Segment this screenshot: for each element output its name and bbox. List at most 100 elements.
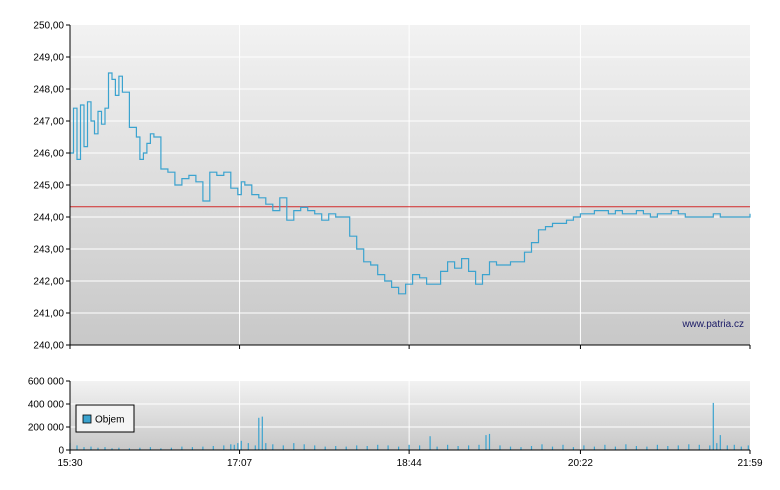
volume-bar xyxy=(233,444,235,450)
volume-bar xyxy=(282,445,284,450)
volume-bar xyxy=(366,446,368,450)
volume-bar xyxy=(303,444,305,451)
volume-bar xyxy=(719,435,721,450)
watermark: www.patria.cz xyxy=(681,319,744,330)
legend-swatch xyxy=(82,414,92,424)
volume-bar xyxy=(258,417,260,450)
volume-bar xyxy=(485,435,487,450)
price-y-tick-label: 241,00 xyxy=(33,309,64,320)
volume-bar xyxy=(625,444,627,451)
volume-bar xyxy=(202,446,204,450)
volume-bar xyxy=(716,443,718,450)
volume-bar xyxy=(593,446,595,450)
volume-bar xyxy=(604,444,606,450)
volume-bar xyxy=(272,444,274,451)
volume-bar xyxy=(429,436,431,450)
price-y-tick-label: 240,00 xyxy=(33,341,64,352)
volume-bar xyxy=(83,447,85,450)
volume-bar xyxy=(90,446,92,450)
volume-bar xyxy=(488,433,491,450)
volume-bar xyxy=(97,447,99,450)
volume-bar xyxy=(635,446,637,450)
volume-bar xyxy=(240,440,242,450)
price-y-tick-label: 244,00 xyxy=(33,213,64,224)
volume-bar xyxy=(254,445,256,450)
volume-bar xyxy=(709,445,711,450)
volume-bar xyxy=(646,446,648,450)
x-tick-label: 17:07 xyxy=(227,458,252,469)
volume-bar xyxy=(530,446,533,450)
volume-bar xyxy=(223,445,225,450)
volume-bar xyxy=(457,446,459,450)
volume-panel: 0 200 000 400 000 600 000 15:30 17:07 18:44 20:… xyxy=(28,377,763,470)
volume-bar xyxy=(583,445,585,450)
volume-bar xyxy=(712,402,714,450)
x-tick-label: 21:59 xyxy=(737,458,762,469)
volume-bar xyxy=(237,443,239,450)
volume-bar xyxy=(436,446,438,450)
volume-bar xyxy=(509,446,512,450)
volume-bar xyxy=(128,448,130,450)
volume-bar xyxy=(345,446,347,450)
volume-bar xyxy=(356,445,358,450)
volume-bar xyxy=(698,444,700,450)
volume-y-tick-label: 0 xyxy=(58,446,64,457)
volume-bar xyxy=(261,416,263,450)
volume-bar xyxy=(230,444,232,451)
price-y-tick-label: 245,00 xyxy=(33,181,64,192)
volume-bar xyxy=(677,445,679,450)
volume-bar xyxy=(447,444,449,450)
volume-bar xyxy=(181,446,183,450)
volume-bar xyxy=(656,444,658,450)
volume-bar xyxy=(191,447,193,450)
volume-bar xyxy=(247,443,249,450)
volume-bar xyxy=(478,444,480,450)
volume-bar xyxy=(520,447,522,450)
volume-bar xyxy=(118,447,120,450)
volume-bar xyxy=(293,443,295,450)
volume-bar xyxy=(111,448,113,450)
volume-plot-area xyxy=(70,381,750,450)
volume-bar xyxy=(265,443,267,450)
price-y-tick-label: 248,00 xyxy=(33,85,64,96)
volume-bar xyxy=(335,446,337,450)
volume-bar xyxy=(733,444,735,450)
volume-bar xyxy=(76,445,78,450)
volume-bar xyxy=(212,446,214,450)
price-y-tick-label: 243,00 xyxy=(33,245,64,256)
volume-bar xyxy=(468,445,470,450)
price-y-tick-label: 249,00 xyxy=(33,53,64,64)
volume-legend: Objem xyxy=(75,404,135,433)
volume-bar xyxy=(572,447,574,450)
volume-y-tick-label: 400 000 xyxy=(28,400,65,411)
volume-bar xyxy=(314,445,316,450)
volume-bar xyxy=(541,444,543,451)
x-tick-label: 20:22 xyxy=(568,458,593,469)
price-y-tick-label: 250,00 xyxy=(33,21,64,32)
price-y-tick-label: 242,00 xyxy=(33,277,64,288)
x-tick-label: 18:44 xyxy=(397,458,422,469)
volume-y-tick-label: 600 000 xyxy=(28,377,65,388)
volume-bar xyxy=(324,446,326,450)
volume-bar xyxy=(551,446,554,450)
x-tick-label: 15:30 xyxy=(57,458,82,469)
volume-bar xyxy=(408,444,410,450)
volume-y-tick-label: 200 000 xyxy=(28,423,65,434)
volume-bar xyxy=(160,448,162,450)
volume-bar xyxy=(562,444,564,450)
volume-bar xyxy=(614,446,616,450)
volume-bar xyxy=(747,445,749,450)
price-series-line xyxy=(70,72,751,295)
volume-bar xyxy=(149,447,151,450)
volume-bar xyxy=(170,447,172,450)
legend-label: Objem xyxy=(95,415,124,426)
volume-bar xyxy=(688,444,690,451)
volume-bar xyxy=(726,445,728,450)
price-panel: 240,00 241,00 242,00 243,00 244,00 245,00 246,… xyxy=(33,21,751,352)
volume-bar xyxy=(387,445,389,450)
volume-bar xyxy=(740,446,742,450)
volume-bar xyxy=(419,445,421,450)
volume-bar xyxy=(104,447,106,450)
volume-bar xyxy=(398,446,400,450)
